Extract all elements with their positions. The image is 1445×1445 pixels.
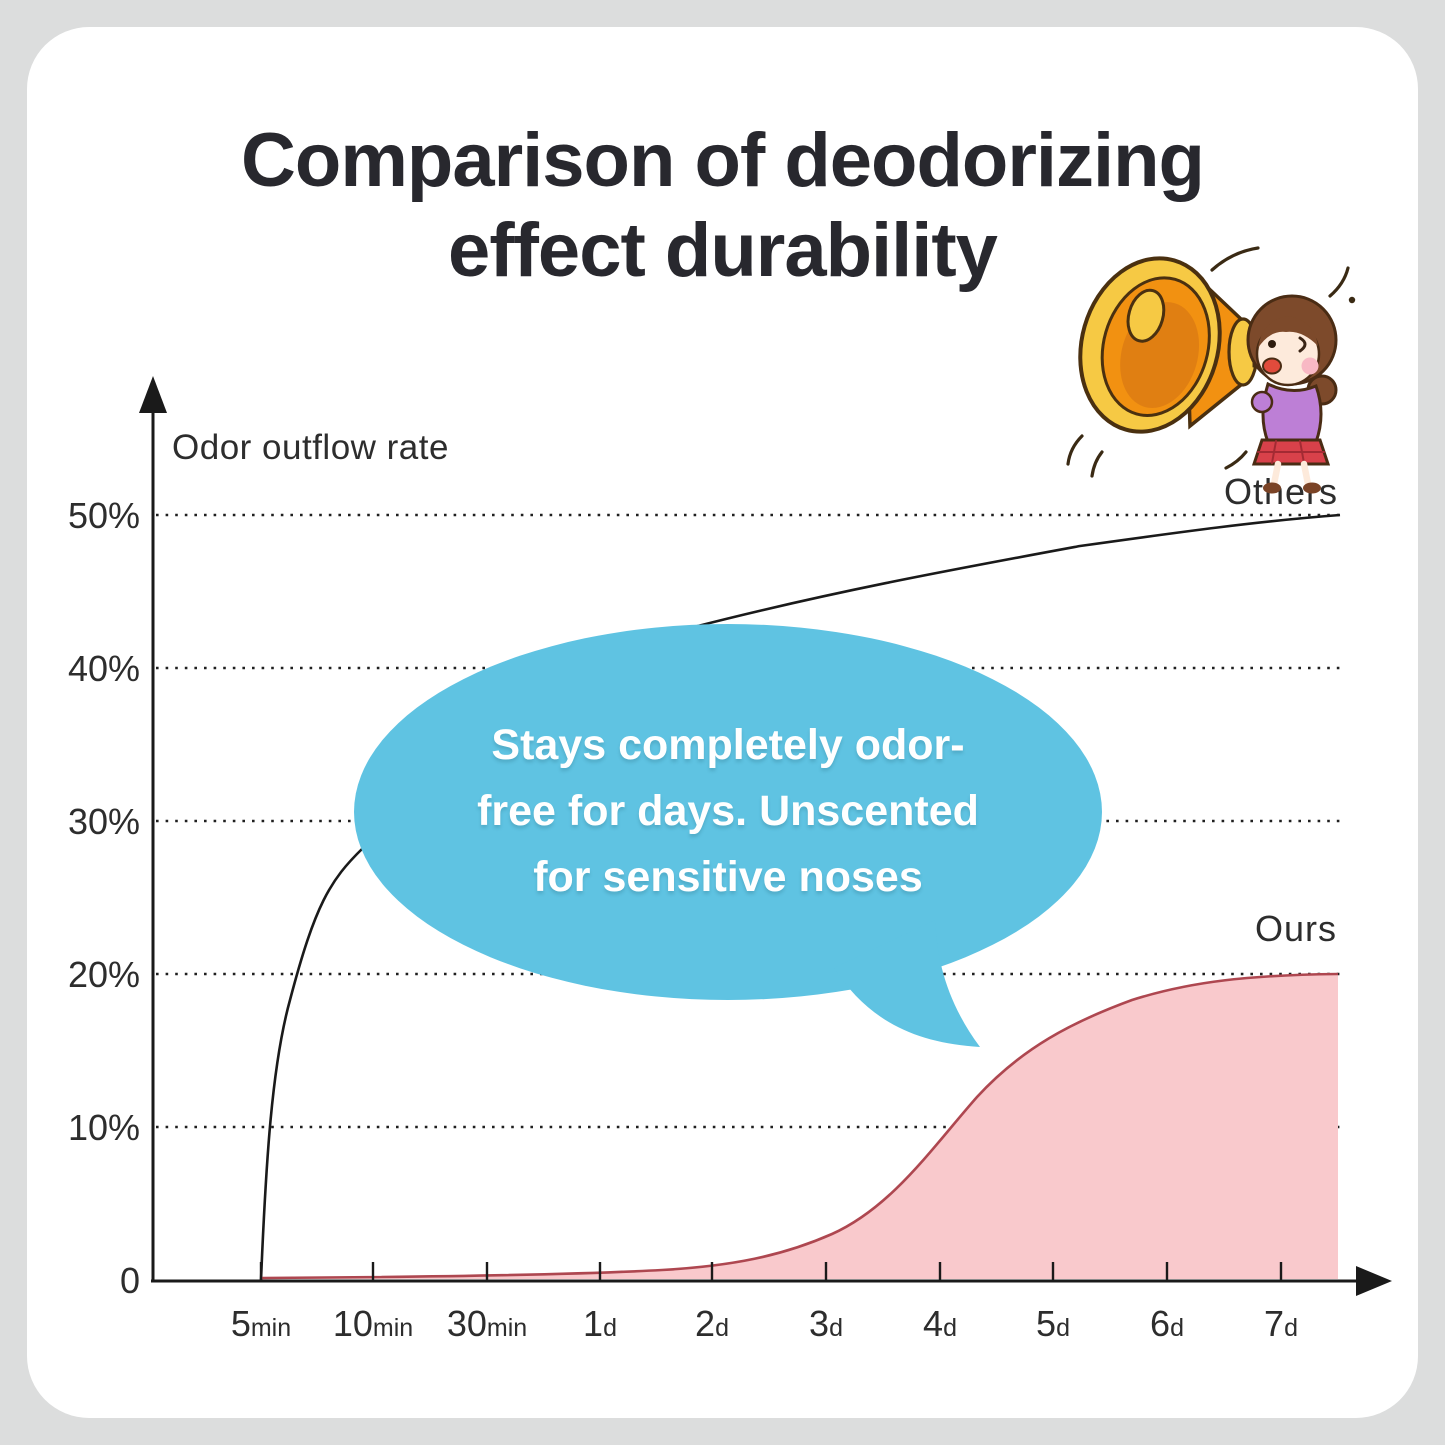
- x-tick-label-2d: 2d: [695, 1303, 729, 1344]
- ours-area: [262, 974, 1338, 1279]
- y-tick-label-50: 50%: [68, 495, 140, 536]
- x-tick-label-5d: 5d: [1036, 1303, 1070, 1344]
- speech-bubble: [354, 624, 1102, 1000]
- x-tick-marks: [259, 1262, 1283, 1281]
- y-tick-label-20: 20%: [68, 954, 140, 995]
- annotation-line-2: free for days. Unscented: [477, 787, 979, 835]
- girl-wink-eye: [1298, 336, 1307, 353]
- y-tick-label-40: 40%: [68, 648, 140, 689]
- y-tick-label-10: 10%: [68, 1107, 140, 1148]
- y-tick-label-30: 30%: [68, 801, 140, 842]
- ours-line: [261, 972, 1339, 1280]
- x-tick-label-30min: 30min: [447, 1303, 527, 1344]
- axes: [151, 404, 1362, 1283]
- y-axis-arrow: [139, 376, 167, 413]
- speech-bubble-tail: [834, 920, 980, 1047]
- y-tick-label-0: 0: [120, 1260, 140, 1301]
- others-series-label: Others: [1224, 471, 1338, 512]
- x-tick-label-10min: 10min: [333, 1303, 413, 1344]
- x-tick-label-5min: 5min: [231, 1303, 291, 1344]
- x-tick-label-4d: 4d: [923, 1303, 957, 1344]
- y-axis-title: Odor outflow rate: [172, 428, 449, 467]
- motion-dot: [1348, 296, 1356, 304]
- x-tick-label-7d: 7d: [1264, 1303, 1298, 1344]
- x-axis-arrow: [1356, 1266, 1392, 1296]
- megaphone-girl-illustration: [1066, 246, 1356, 494]
- page-title: Comparison of deodorizing effect durabil…: [0, 116, 1445, 296]
- x-tick-label-1d: 1d: [583, 1303, 617, 1344]
- megaphone-icon: [1078, 256, 1282, 434]
- annotation-line-1: Stays completely odor-: [491, 721, 965, 769]
- title-line-1: Comparison of deodorizing: [241, 118, 1205, 203]
- girl-mouth: [1262, 357, 1282, 375]
- x-tick-label-3d: 3d: [809, 1303, 843, 1344]
- annotation-line-3: for sensitive noses: [533, 853, 923, 901]
- ours-series-label: Ours: [1255, 908, 1337, 949]
- annotation-bubble-text: Stays completely odor- free for days. Un…: [388, 712, 1068, 910]
- x-tick-label-6d: 6d: [1150, 1303, 1184, 1344]
- girl-eye: [1268, 340, 1276, 348]
- girl-figure: [1246, 294, 1338, 494]
- girl-blush: [1301, 357, 1319, 375]
- motion-lines-icon: [1066, 246, 1350, 478]
- title-line-2: effect durability: [448, 208, 998, 293]
